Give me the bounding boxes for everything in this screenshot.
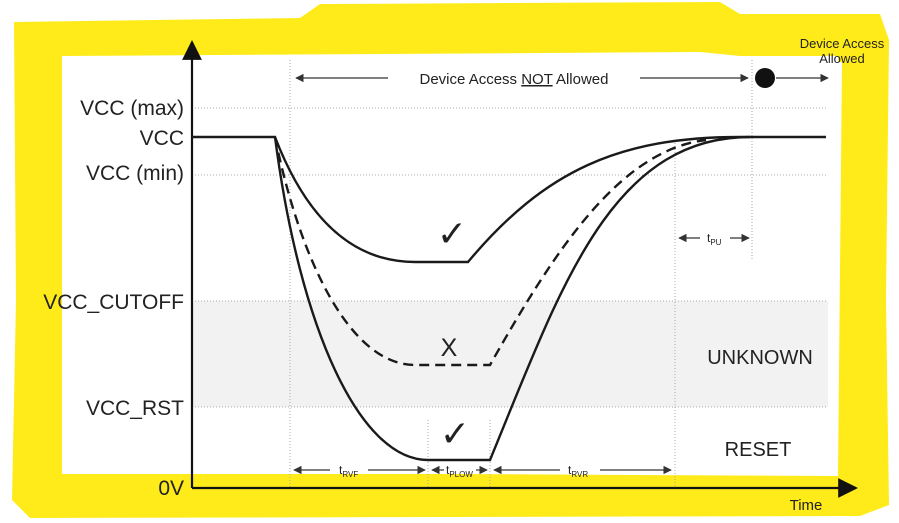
access-not-allowed-emphasis: NOT <box>521 71 553 88</box>
access-not-allowed-annotation: Device Access NOT Allowed <box>295 71 749 88</box>
label-trvr-sub: RVR <box>571 470 588 479</box>
label-trvr-main: t <box>568 463 572 477</box>
access-allowed-line-1: Device Access <box>800 36 885 51</box>
label-vcc-cutoff: VCC_CUTOFF <box>43 291 184 314</box>
label-vcc-max: VCC (max) <box>80 97 184 120</box>
label-tplow-main: t <box>446 463 450 477</box>
label-tplow: tPLOW <box>446 463 473 479</box>
highlight-border <box>12 2 889 518</box>
region-label-reset: RESET <box>725 439 792 461</box>
label-vcc-rst: VCC_RST <box>86 397 184 420</box>
label-tpu-sub: PU <box>710 238 721 247</box>
y-axis-labels: VCC (max) VCC VCC (min) VCC_CUTOFF VCC_R… <box>43 97 184 500</box>
access-allowed-line-2: Allowed <box>819 51 865 66</box>
curve-medium-dip-invalid <box>273 136 707 367</box>
label-tpu: tPU <box>707 231 722 247</box>
x-axis-label-time: Time <box>790 497 823 514</box>
access-allowed-dot <box>755 68 775 88</box>
access-not-allowed-prefix: Device Access <box>420 71 522 88</box>
curve-markers: ✓ X ✓ <box>437 213 470 454</box>
access-not-allowed-suffix: Allowed <box>553 71 609 88</box>
cross-mark-icon: X <box>441 334 458 362</box>
voltage-curves <box>192 135 826 462</box>
check-mark-icon: ✓ <box>437 213 467 254</box>
label-vcc-min: VCC (min) <box>86 162 184 185</box>
label-trvf-main: t <box>339 463 343 477</box>
vertical-gridlines <box>289 60 753 488</box>
check-mark-icon: ✓ <box>440 413 470 454</box>
axes <box>182 40 858 498</box>
label-tplow-sub: PLOW <box>449 470 473 479</box>
curve-shallow-dip-valid <box>192 135 826 264</box>
region-label-unknown: UNKNOWN <box>707 347 813 369</box>
horizontal-gridlines <box>192 107 828 408</box>
timing-annotations <box>293 233 750 475</box>
unknown-region <box>192 301 828 407</box>
curve-deep-dip-valid <box>273 135 751 462</box>
label-trvf-sub: RVF <box>342 470 358 479</box>
label-tpu-main: t <box>707 231 711 245</box>
label-vcc: VCC <box>140 127 184 150</box>
label-trvf: tRVF <box>339 463 358 479</box>
label-trvr: tRVR <box>568 463 588 479</box>
access-not-allowed-text: Device Access NOT Allowed <box>420 71 609 88</box>
label-zero: 0V <box>158 477 184 500</box>
timing-labels: tRVF tPLOW tRVR tPU <box>339 231 722 479</box>
access-allowed-annotation: Device Access Allowed <box>755 36 885 88</box>
